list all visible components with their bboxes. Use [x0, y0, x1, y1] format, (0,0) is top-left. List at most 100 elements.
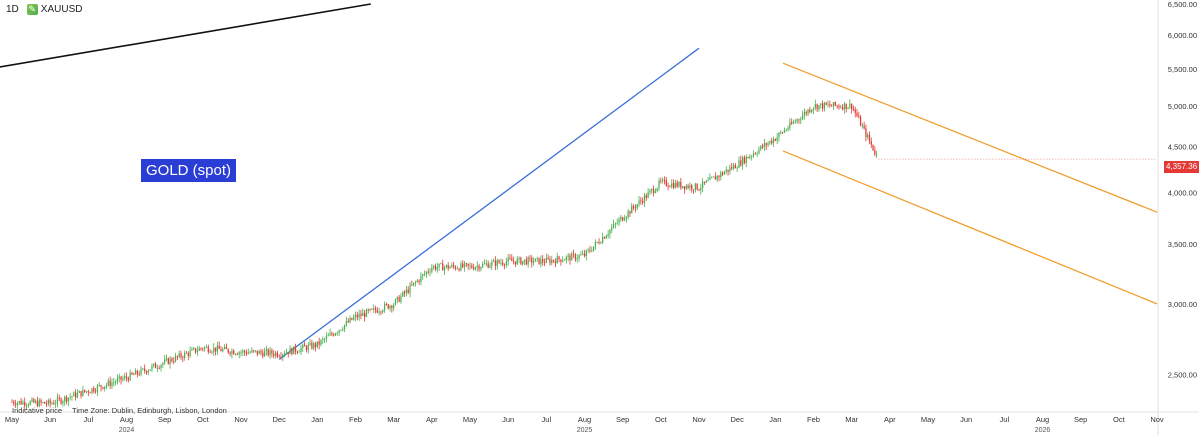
candle-body[interactable] — [851, 103, 853, 110]
candle-body[interactable] — [449, 266, 451, 269]
candle-body[interactable] — [576, 258, 578, 260]
candle-body[interactable] — [598, 241, 600, 244]
candle-body[interactable] — [273, 353, 275, 356]
candle-body[interactable] — [336, 332, 338, 334]
candle-body[interactable] — [758, 149, 760, 154]
candle-body[interactable] — [787, 128, 789, 130]
candle-body[interactable] — [745, 156, 747, 163]
candle-body[interactable] — [93, 388, 95, 392]
candle-body[interactable] — [44, 402, 46, 404]
candle-body[interactable] — [351, 317, 353, 320]
interval-label[interactable]: 1D — [6, 3, 19, 15]
candle-body[interactable] — [476, 265, 478, 268]
candle-body[interactable] — [583, 253, 586, 257]
candle-body[interactable] — [665, 179, 667, 186]
candle-body[interactable] — [376, 310, 378, 313]
candle-body[interactable] — [616, 222, 618, 224]
candle-body[interactable] — [151, 365, 153, 370]
candle-body[interactable] — [487, 263, 489, 268]
candle-body[interactable] — [859, 116, 862, 126]
candle-body[interactable] — [387, 304, 389, 309]
candle-body[interactable] — [222, 348, 224, 352]
candle-body[interactable] — [303, 344, 306, 347]
candle-body[interactable] — [631, 205, 633, 214]
candle-body[interactable] — [567, 255, 569, 257]
candle-body[interactable] — [783, 130, 786, 133]
candle-body[interactable] — [140, 368, 142, 375]
candle-body[interactable] — [260, 350, 262, 353]
candle-body[interactable] — [262, 352, 264, 357]
candle-body[interactable] — [589, 249, 591, 251]
candle-body[interactable] — [474, 267, 477, 270]
trendline-orange_upper[interactable] — [782, 62, 1158, 213]
candle-body[interactable] — [643, 195, 646, 203]
candle-body[interactable] — [365, 309, 368, 317]
candle-body[interactable] — [27, 404, 29, 406]
candle-body[interactable] — [801, 115, 804, 120]
candle-body[interactable] — [720, 172, 722, 178]
candle-body[interactable] — [74, 392, 77, 398]
candle-body[interactable] — [725, 169, 727, 173]
candle-body[interactable] — [164, 359, 166, 364]
candle-body[interactable] — [309, 342, 311, 345]
candle-body[interactable] — [698, 189, 700, 191]
candle-body[interactable] — [529, 257, 531, 259]
candle-body[interactable] — [507, 257, 509, 262]
candle-body[interactable] — [829, 104, 831, 106]
candle-body[interactable] — [64, 396, 66, 402]
candle-body[interactable] — [314, 343, 317, 348]
candle-body[interactable] — [502, 262, 504, 265]
candle-body[interactable] — [734, 164, 736, 169]
candle-body[interactable] — [472, 267, 475, 270]
candle-body[interactable] — [467, 263, 469, 266]
candle-body[interactable] — [623, 219, 626, 221]
candle-body[interactable] — [185, 352, 188, 354]
candle-body[interactable] — [732, 164, 735, 169]
candle-body[interactable] — [556, 256, 558, 264]
candle-body[interactable] — [696, 183, 698, 190]
candle-body[interactable] — [594, 242, 597, 247]
candle-body[interactable] — [763, 143, 766, 148]
candle-body[interactable] — [80, 391, 82, 397]
candle-body[interactable] — [194, 348, 197, 353]
candle-body[interactable] — [409, 284, 411, 293]
candle-body[interactable] — [85, 391, 88, 392]
candle-body[interactable] — [338, 330, 340, 333]
candle-body[interactable] — [36, 400, 39, 407]
candle-body[interactable] — [343, 324, 346, 330]
candle-body[interactable] — [807, 109, 809, 114]
trendline-black[interactable] — [0, 3, 371, 69]
candle-body[interactable] — [193, 348, 195, 350]
candle-body[interactable] — [451, 264, 453, 267]
candle-body[interactable] — [173, 361, 175, 363]
candle-body[interactable] — [20, 401, 22, 405]
candle-body[interactable] — [800, 119, 802, 121]
candle-body[interactable] — [29, 401, 31, 405]
candle-body[interactable] — [849, 103, 851, 108]
candle-body[interactable] — [727, 169, 729, 172]
candle-body[interactable] — [333, 334, 335, 336]
candle-body[interactable] — [868, 135, 871, 142]
candle-body[interactable] — [87, 391, 89, 393]
candle-body[interactable] — [73, 392, 75, 397]
candle-body[interactable] — [736, 167, 738, 169]
candle-body[interactable] — [820, 103, 822, 106]
candle-body[interactable] — [816, 104, 818, 110]
candle-body[interactable] — [422, 274, 424, 276]
candle-body[interactable] — [547, 257, 549, 259]
candle-body[interactable] — [514, 261, 517, 265]
candle-body[interactable] — [694, 183, 697, 190]
candle-body[interactable] — [149, 369, 151, 371]
candle-body[interactable] — [436, 267, 438, 270]
candle-body[interactable] — [751, 155, 753, 157]
candle-body[interactable] — [127, 378, 129, 381]
candle-body[interactable] — [13, 401, 15, 404]
candle-body[interactable] — [283, 354, 286, 355]
candle-body[interactable] — [243, 350, 246, 353]
candle-body[interactable] — [236, 354, 239, 355]
candle-body[interactable] — [224, 346, 226, 349]
candle-body[interactable] — [682, 186, 684, 188]
candle-body[interactable] — [654, 191, 657, 193]
candle-body[interactable] — [640, 200, 642, 202]
candle-body[interactable] — [191, 349, 193, 351]
